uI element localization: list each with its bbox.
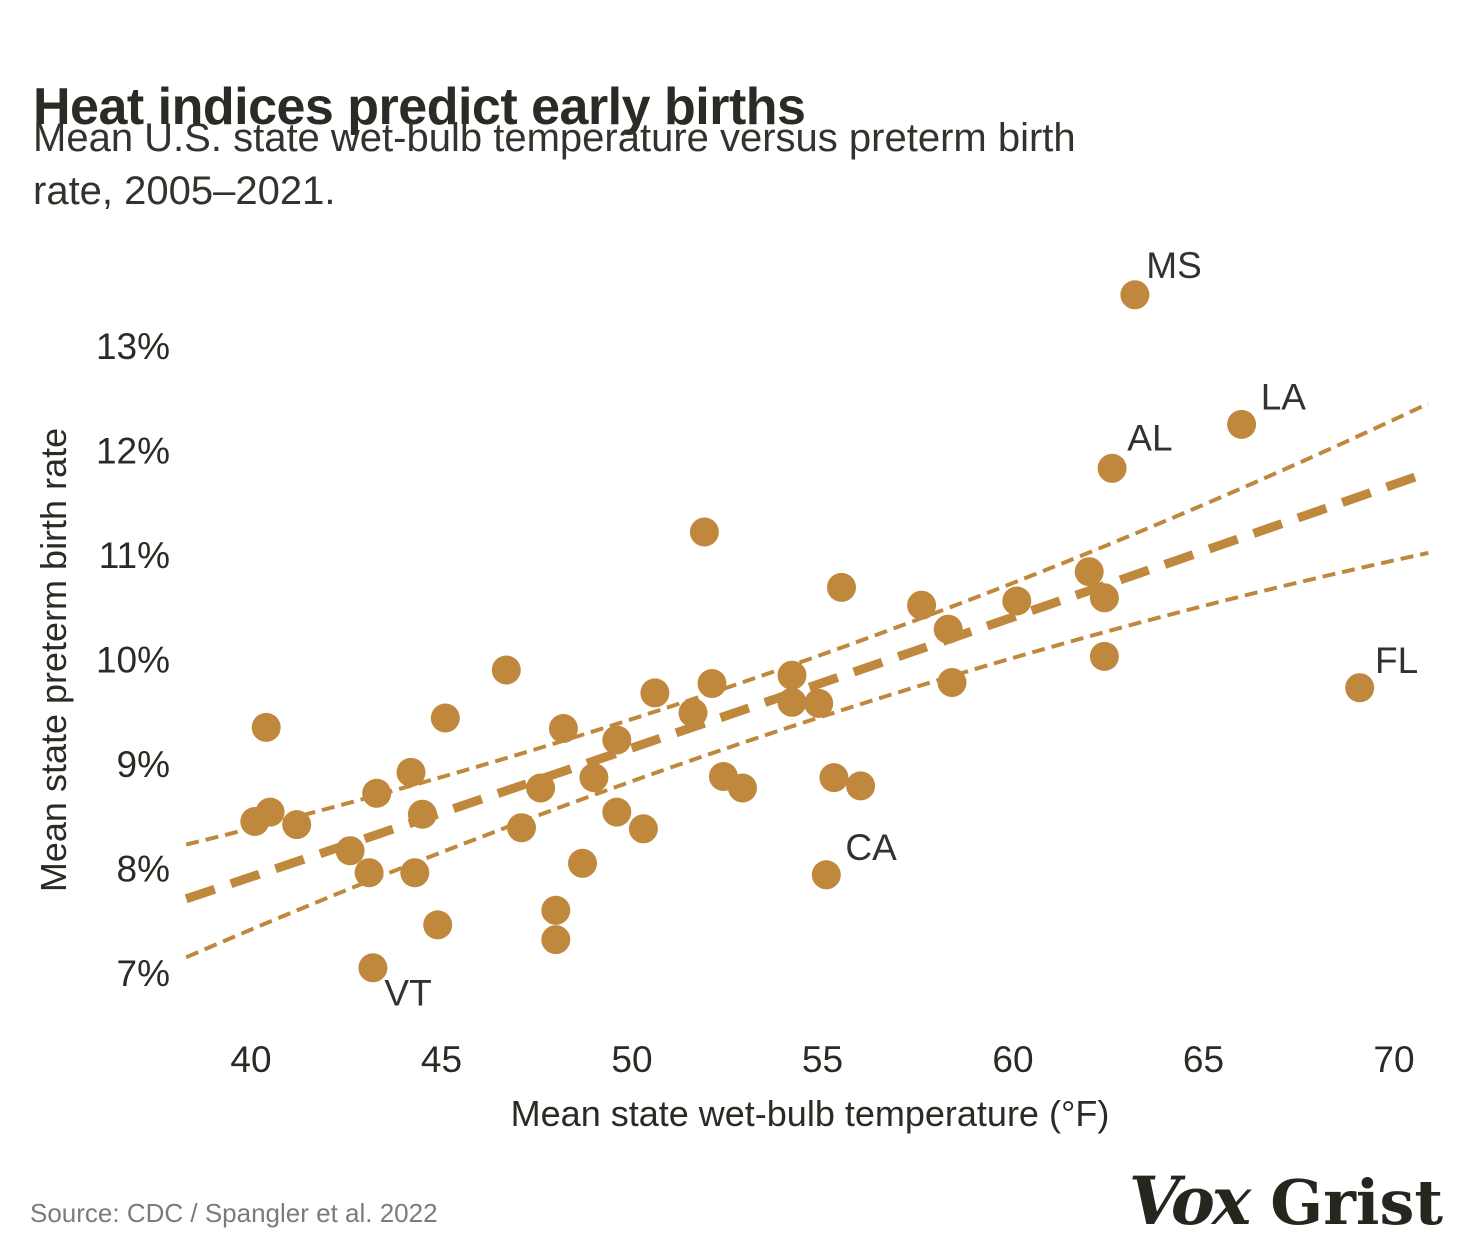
x-axis-tick-label: 65 — [1183, 1039, 1224, 1080]
data-point — [640, 678, 670, 708]
data-point — [602, 725, 632, 755]
data-point — [846, 771, 876, 801]
data-point — [628, 814, 658, 844]
data-point — [1089, 583, 1119, 613]
data-point — [777, 687, 807, 717]
data-point — [396, 757, 426, 787]
data-point — [697, 669, 727, 698]
page-subtitle: Mean U.S. state wet-bulb temperature ver… — [33, 112, 1076, 218]
data-point — [907, 590, 937, 620]
data-point — [507, 813, 536, 843]
data-point — [819, 763, 849, 793]
data-point — [804, 688, 834, 718]
x-axis-tick-label: 50 — [611, 1039, 652, 1080]
data-point — [728, 773, 757, 803]
data-point-la — [1227, 409, 1257, 439]
data-point — [1074, 557, 1104, 587]
confidence-band-lower-line — [185, 550, 1429, 960]
data-point — [541, 895, 571, 925]
state-annotation-fl: FL — [1375, 640, 1418, 681]
y-axis-title: Mean state preterm birth rate — [33, 428, 74, 892]
data-point — [933, 614, 963, 644]
grist-logo: Grist — [1270, 1166, 1443, 1239]
confidence-band-upper-line — [185, 401, 1430, 847]
data-point — [541, 925, 571, 955]
data-point — [1002, 586, 1032, 616]
data-point — [526, 773, 556, 803]
data-point — [602, 797, 632, 827]
regression-line — [184, 468, 1430, 904]
state-annotation-la: LA — [1261, 377, 1307, 418]
y-axis-tick-label: 9% — [117, 744, 170, 785]
data-point — [568, 848, 597, 878]
data-point — [678, 698, 708, 728]
publisher-logos: Vox Grist — [1129, 1162, 1443, 1240]
data-point — [251, 712, 281, 742]
data-point-ms — [1120, 280, 1150, 310]
data-point — [335, 836, 365, 866]
source-credit: Source: CDC / Spangler et al. 2022 — [30, 1198, 438, 1228]
x-axis-title: Mean state wet-bulb temperature (°F) — [511, 1093, 1110, 1134]
state-annotation-vt: VT — [384, 972, 431, 1013]
page-title: Heat indices predict early births — [33, 77, 806, 136]
state-annotation-ms: MS — [1146, 245, 1202, 286]
data-point — [400, 858, 430, 888]
state-annotation-al: AL — [1127, 418, 1172, 459]
x-axis-tick-label: 60 — [992, 1039, 1033, 1080]
data-point — [407, 799, 437, 829]
x-axis-tick-label: 55 — [802, 1039, 843, 1080]
data-point — [423, 910, 453, 940]
data-point — [777, 660, 807, 690]
page-subtitle-line1: Mean U.S. state wet-bulb temperature ver… — [33, 116, 1076, 160]
data-point — [689, 517, 719, 547]
data-point — [1089, 641, 1119, 671]
data-point — [430, 703, 460, 733]
x-axis-tick-label: 70 — [1373, 1039, 1414, 1080]
data-point-fl — [1345, 673, 1375, 703]
data-point — [255, 797, 285, 827]
data-point — [362, 778, 392, 808]
data-point — [827, 572, 856, 602]
y-axis-tick-label: 13% — [96, 326, 170, 367]
x-axis-tick-label: 40 — [230, 1039, 271, 1080]
state-annotation-ca: CA — [845, 827, 897, 868]
page-subtitle-line2: rate, 2005–2021. — [33, 168, 336, 213]
y-axis-tick-label: 11% — [99, 535, 170, 576]
data-point — [282, 810, 312, 840]
data-point — [491, 655, 521, 685]
data-point-ca — [811, 860, 841, 890]
x-axis-tick-label: 45 — [421, 1039, 462, 1080]
data-point — [937, 668, 967, 697]
data-point — [548, 714, 578, 743]
y-axis-tick-label: 10% — [96, 640, 170, 681]
data-point-vt — [358, 953, 388, 983]
data-point — [579, 763, 609, 793]
y-axis-tick-label: 12% — [96, 431, 170, 472]
y-axis-tick-label: 7% — [117, 953, 170, 994]
y-axis-tick-label: 8% — [117, 849, 170, 890]
vox-logo: Vox — [1128, 1162, 1252, 1240]
data-point — [354, 858, 384, 888]
data-point-al — [1097, 453, 1127, 483]
